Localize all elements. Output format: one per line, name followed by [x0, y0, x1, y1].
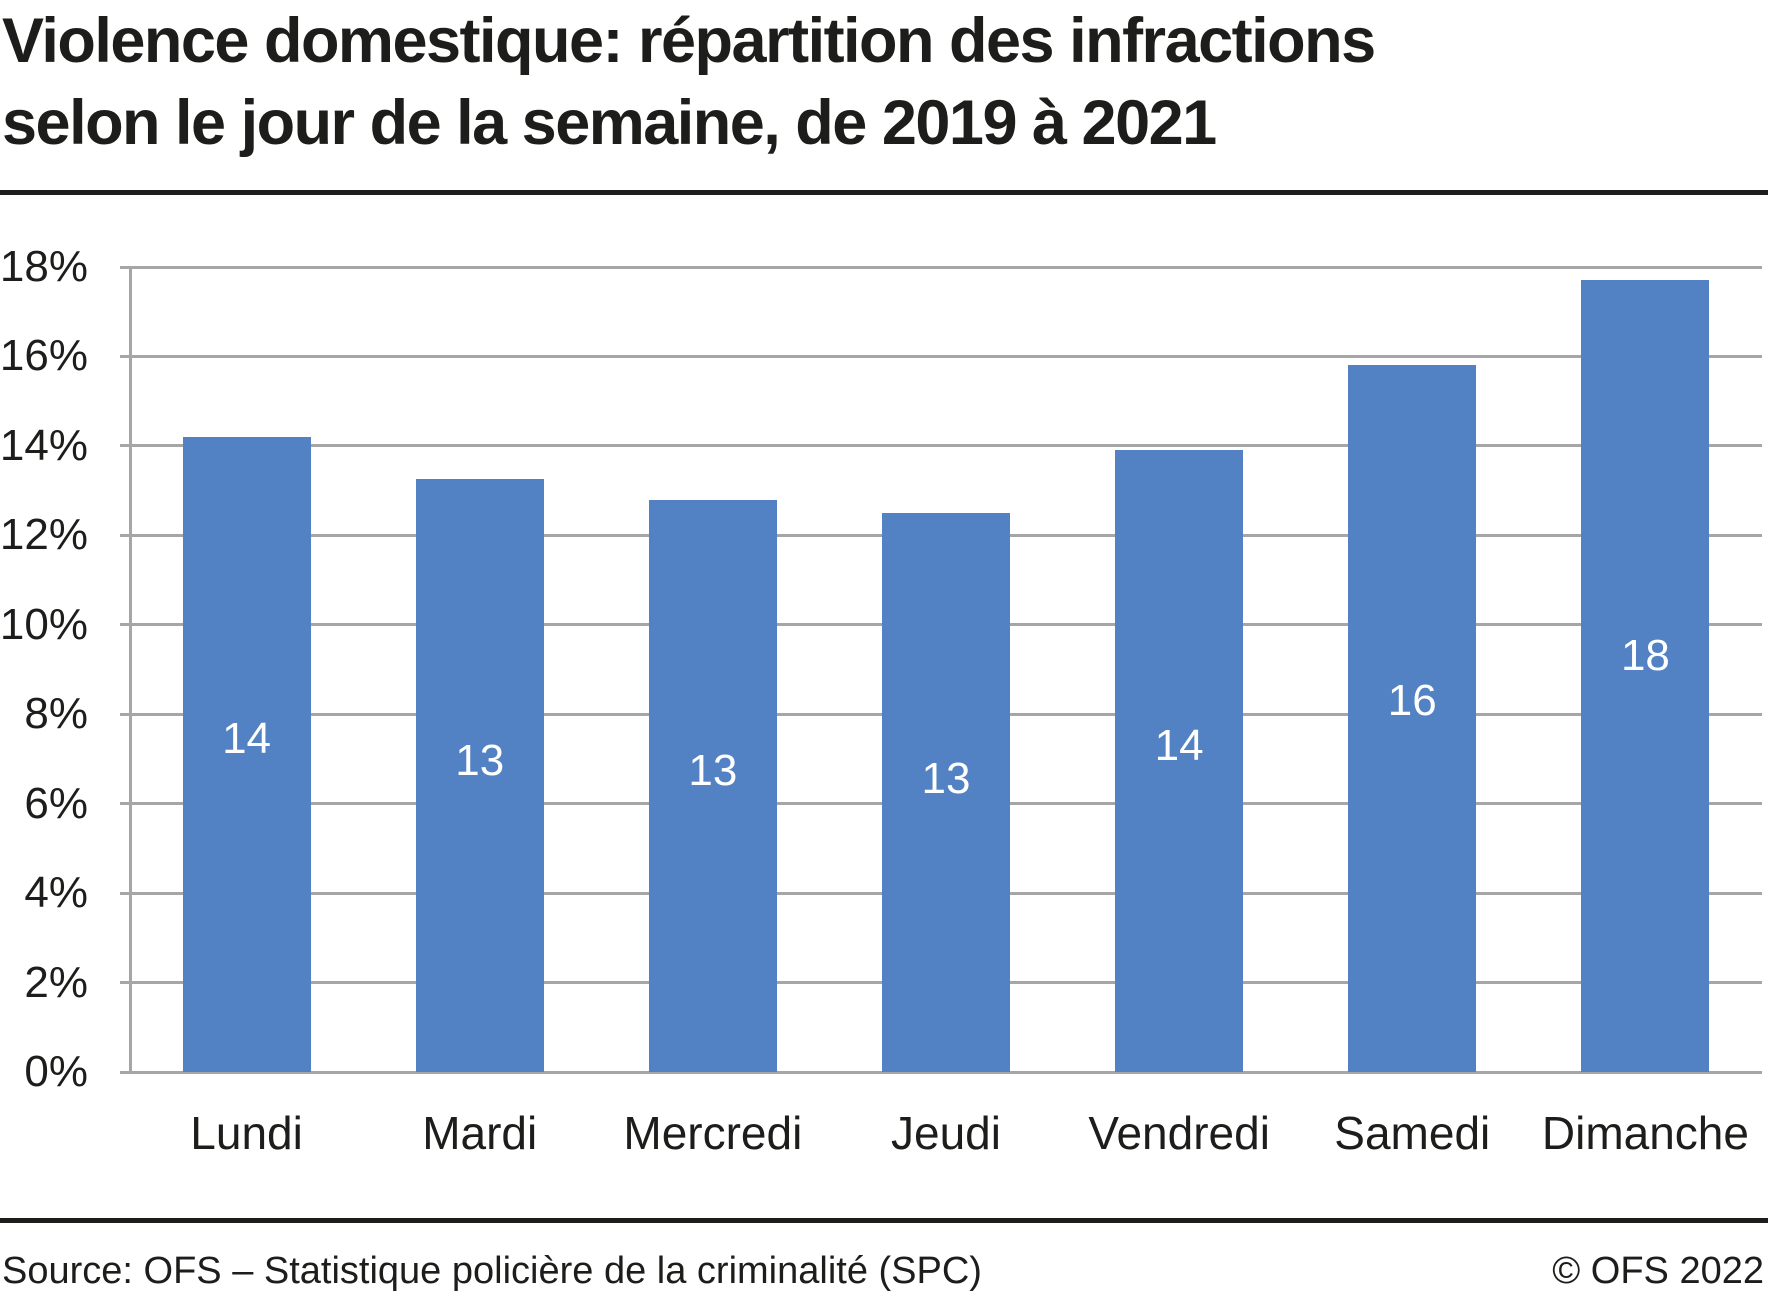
- bar-value-label: 13: [921, 753, 971, 803]
- bar-lundi: 14: [182, 436, 311, 1072]
- gridline: [120, 444, 1762, 448]
- bar-vendredi: 14: [1115, 450, 1244, 1072]
- gridline: [120, 1070, 1762, 1074]
- bar-value-label: 16: [1387, 676, 1437, 725]
- gridline: [120, 354, 1762, 358]
- y-axis-tick-label: 6%: [24, 778, 88, 828]
- chart-title: Violence domestique: répartition des inf…: [2, 0, 1762, 164]
- bar-mercredi: 13: [648, 499, 777, 1072]
- x-axis-label-mardi: Mardi: [422, 1107, 538, 1159]
- y-axis-tick-label: 4%: [24, 868, 88, 918]
- x-axis-label-samedi: Samedi: [1334, 1107, 1491, 1159]
- y-axis-tick-label: 8%: [24, 689, 88, 739]
- y-axis-line: [128, 265, 132, 1074]
- copyright-text: © OFS 2022: [1552, 1250, 1764, 1292]
- y-axis-tick-label: 0%: [24, 1047, 88, 1096]
- source-text: Source: OFS – Statistique policière de l…: [2, 1250, 982, 1292]
- bar-value-label: 13: [455, 735, 505, 785]
- bar-mardi: 13: [415, 479, 544, 1072]
- x-axis-label-jeudi: Jeudi: [891, 1107, 1001, 1159]
- x-axis-label-dimanche: Dimanche: [1541, 1107, 1749, 1159]
- x-axis-label-vendredi: Vendredi: [1088, 1107, 1270, 1159]
- y-axis-tick-label: 14%: [0, 420, 88, 470]
- y-axis-tick-label: 2%: [24, 957, 88, 1007]
- bar-value-label: 18: [1620, 631, 1670, 681]
- title-separator-rule: [0, 190, 1768, 195]
- y-axis-tick-label: 16%: [0, 331, 88, 381]
- y-axis-tick-label: 18%: [0, 242, 88, 291]
- bar-dimanche: 18: [1581, 280, 1710, 1072]
- bar-value-label: 14: [222, 713, 272, 763]
- x-axis-label-lundi: Lundi: [190, 1107, 303, 1159]
- x-axis-label-mercredi: Mercredi: [623, 1107, 803, 1159]
- gridline: [120, 265, 1762, 269]
- bar-value-label: 13: [688, 746, 738, 796]
- chart-title-line2: selon le jour de la semaine, de 2019 à 2…: [2, 88, 1217, 158]
- y-axis-tick-label: 10%: [0, 599, 88, 649]
- chart-title-line1: Violence domestique: répartition des inf…: [2, 6, 1376, 76]
- y-axis-tick-label: 12%: [0, 510, 88, 560]
- bar-value-label: 14: [1154, 720, 1204, 770]
- footer-separator-rule: [0, 1218, 1768, 1223]
- bar-jeudi: 13: [882, 512, 1010, 1072]
- bar-samedi: 16: [1348, 365, 1477, 1072]
